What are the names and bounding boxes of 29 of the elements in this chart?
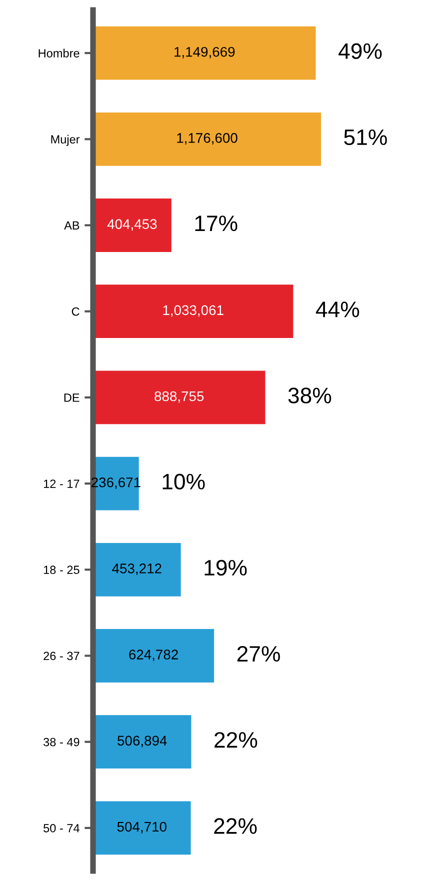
y-tick-label: AB: [64, 221, 80, 230]
annotation: 19%: [204, 560, 247, 576]
data-label: 506,894: [118, 736, 167, 748]
annotation: 27%: [237, 646, 280, 662]
y-tick-label: 26 - 37: [44, 652, 80, 660]
y-tick-label: DE: [64, 394, 80, 402]
y-tick-label: 38 - 49: [44, 738, 80, 746]
y-tick-label: C: [72, 307, 80, 316]
data-label: 1,176,600: [177, 133, 238, 145]
data-label: 624,782: [129, 650, 178, 662]
annotation: 49%: [338, 43, 382, 60]
annotation: 44%: [316, 302, 360, 318]
annotation: 10%: [162, 474, 205, 490]
annotation: 51%: [344, 129, 387, 146]
data-label: 453,212: [112, 564, 162, 576]
annotation: 22%: [214, 732, 258, 748]
data-label: 888,755: [154, 391, 204, 403]
annotation: 22%: [214, 818, 257, 834]
y-tick-label: 18 - 25: [44, 566, 80, 574]
annotation: 38%: [288, 388, 332, 404]
annotation: 17%: [195, 216, 238, 232]
data-label: 404,453: [107, 219, 157, 231]
data-label: 1,033,061: [163, 305, 224, 317]
data-label: 504,710: [117, 822, 166, 834]
data-label: 1,149,669: [174, 46, 235, 58]
y-tick-label: Mujer: [51, 134, 80, 146]
y-tick-label: 12 - 17: [44, 480, 80, 488]
y-tick-label: Hombre: [38, 48, 80, 58]
y-tick-label: 50 - 74: [44, 824, 80, 832]
